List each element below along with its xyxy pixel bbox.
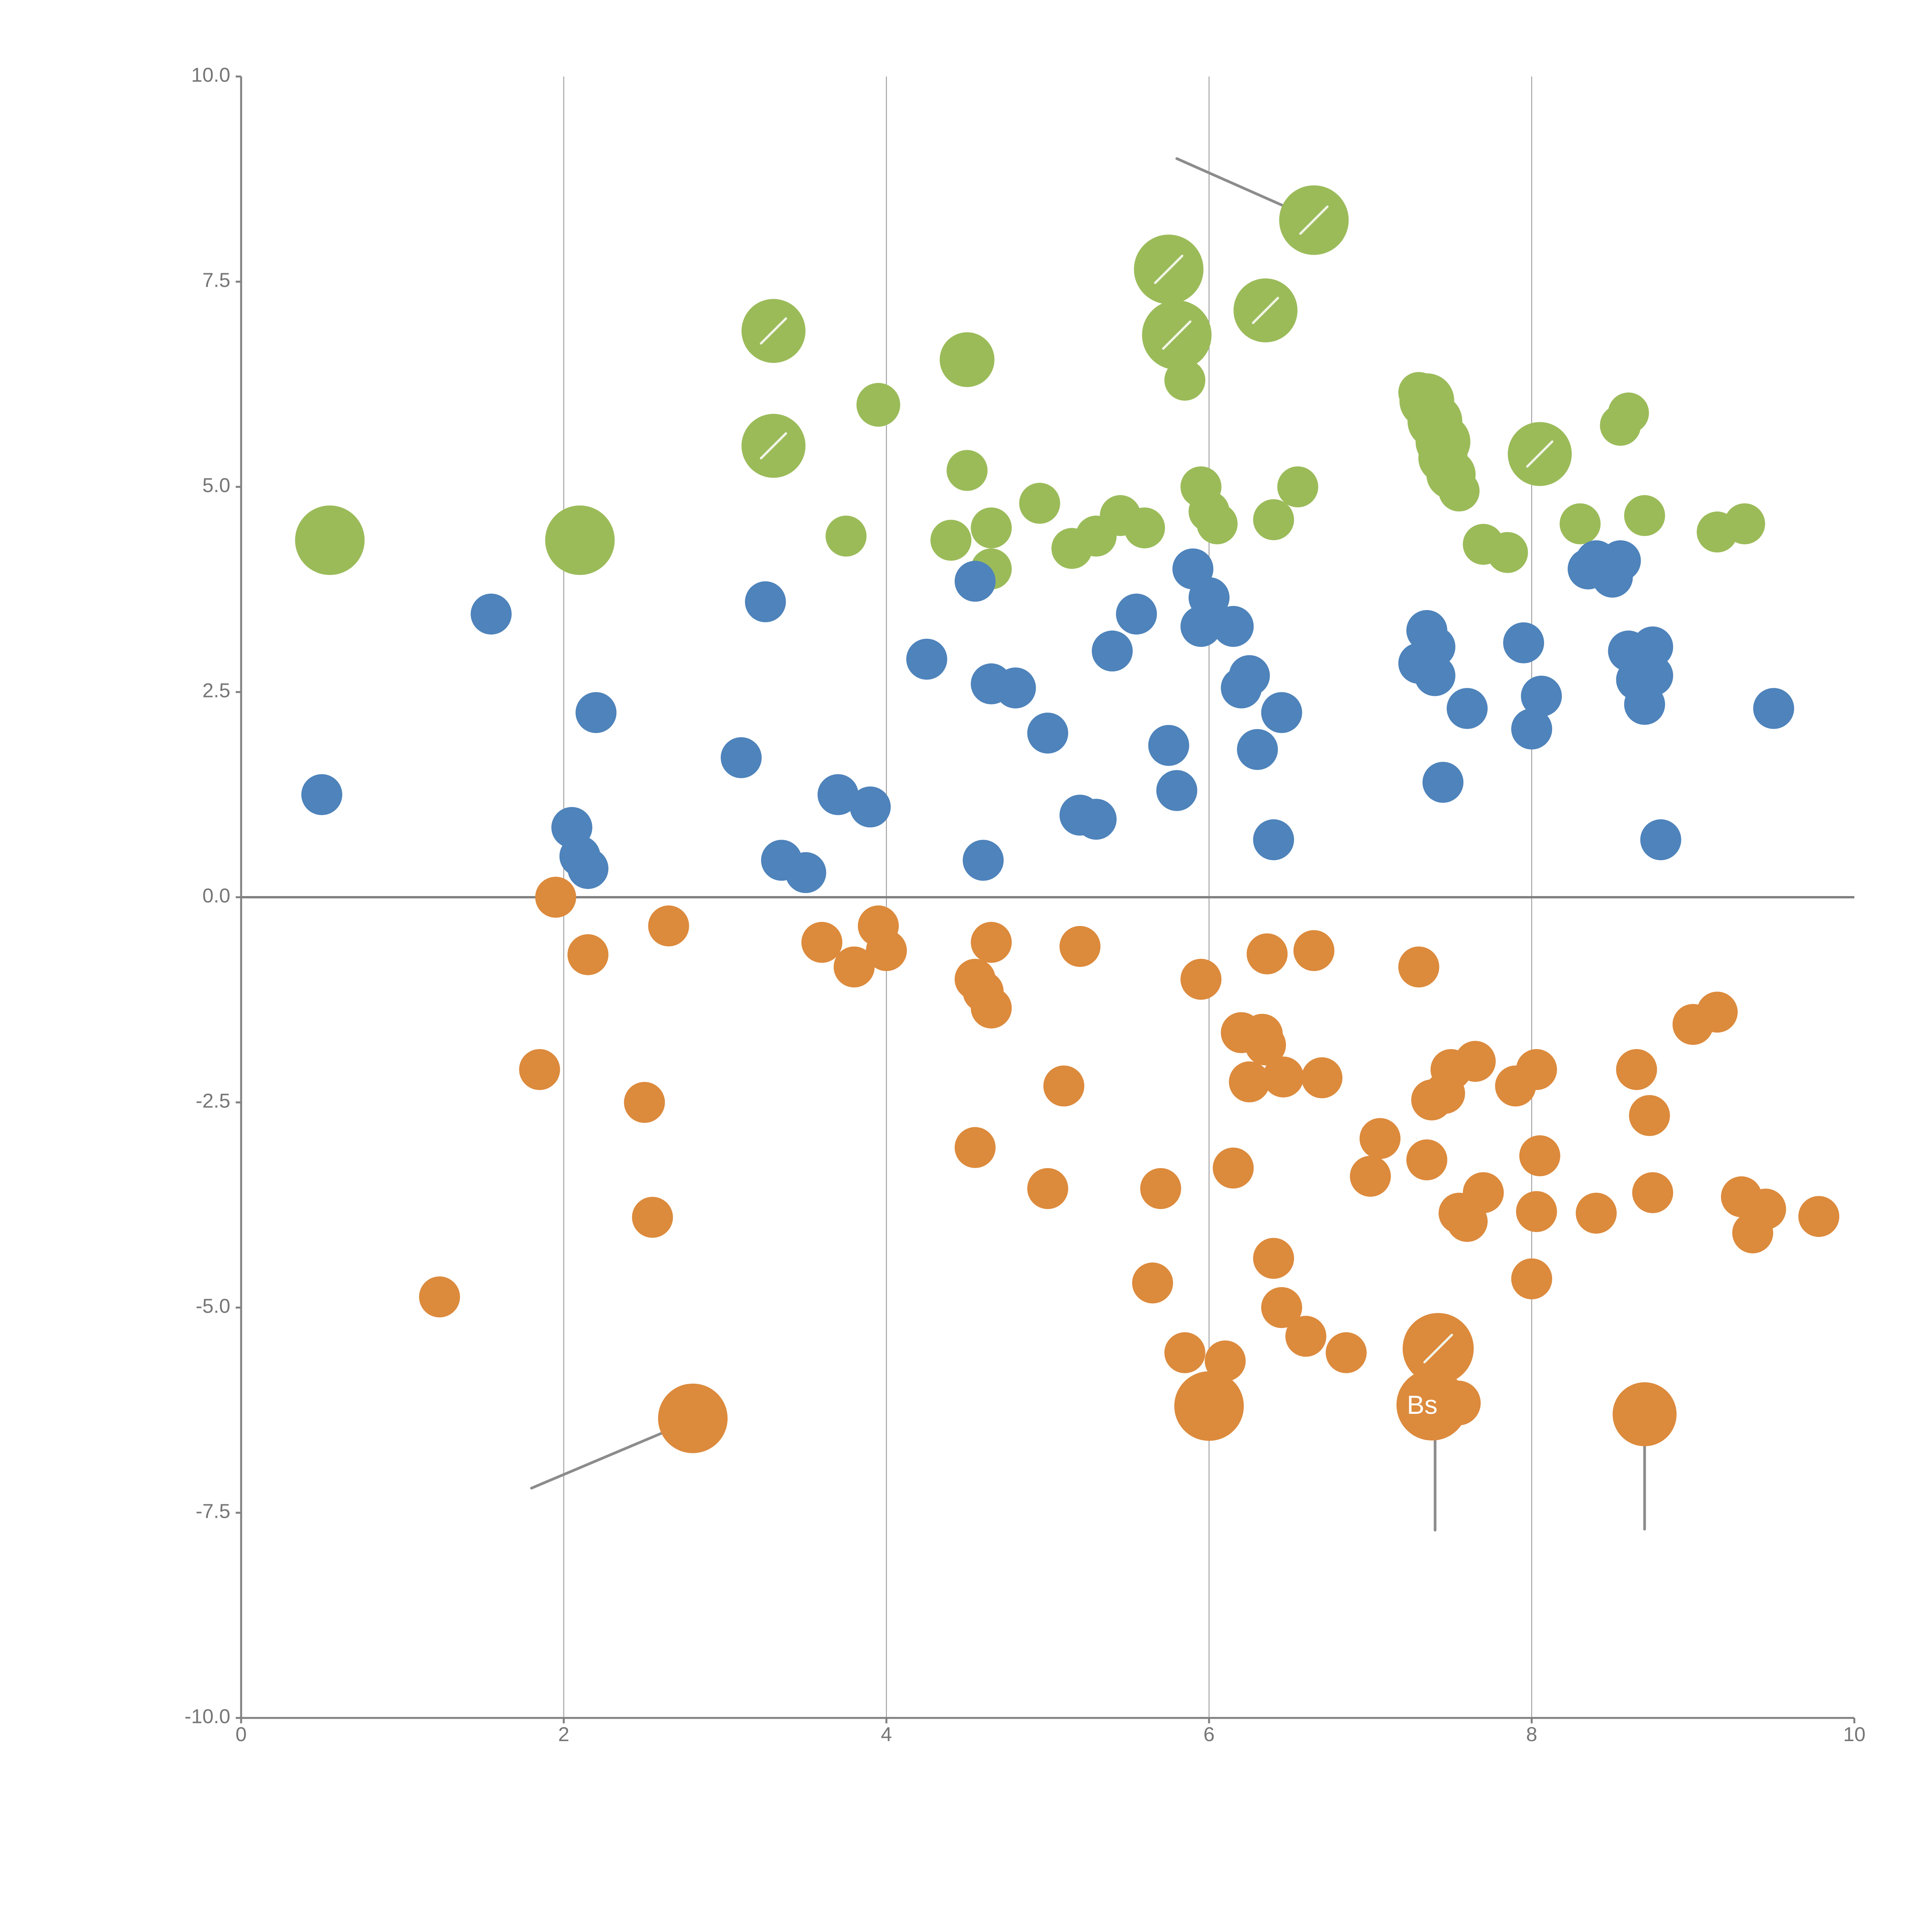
svg-text:10: 10: [1843, 1723, 1866, 1746]
svg-text:-2.5: -2.5: [196, 1090, 230, 1112]
svg-text:rng: rng: [1220, 348, 1243, 365]
svg-text:-10.0: -10.0: [184, 1706, 230, 1728]
svg-text:7.5: 7.5: [202, 269, 230, 292]
svg-text:0: 0: [236, 1723, 247, 1746]
svg-text:8: 8: [1526, 1723, 1537, 1746]
svg-text:-7.5: -7.5: [196, 1500, 230, 1523]
svg-text:-5.0: -5.0: [196, 1295, 230, 1318]
svg-text:0.0: 0.0: [202, 885, 230, 907]
svg-text:6: 6: [1204, 1723, 1215, 1746]
svg-text:4: 4: [881, 1723, 892, 1746]
svg-text:10.0: 10.0: [191, 64, 230, 87]
svg-text:2: 2: [558, 1723, 570, 1746]
svg-text:5.0: 5.0: [202, 474, 230, 497]
svg-text:2.5: 2.5: [202, 680, 230, 702]
